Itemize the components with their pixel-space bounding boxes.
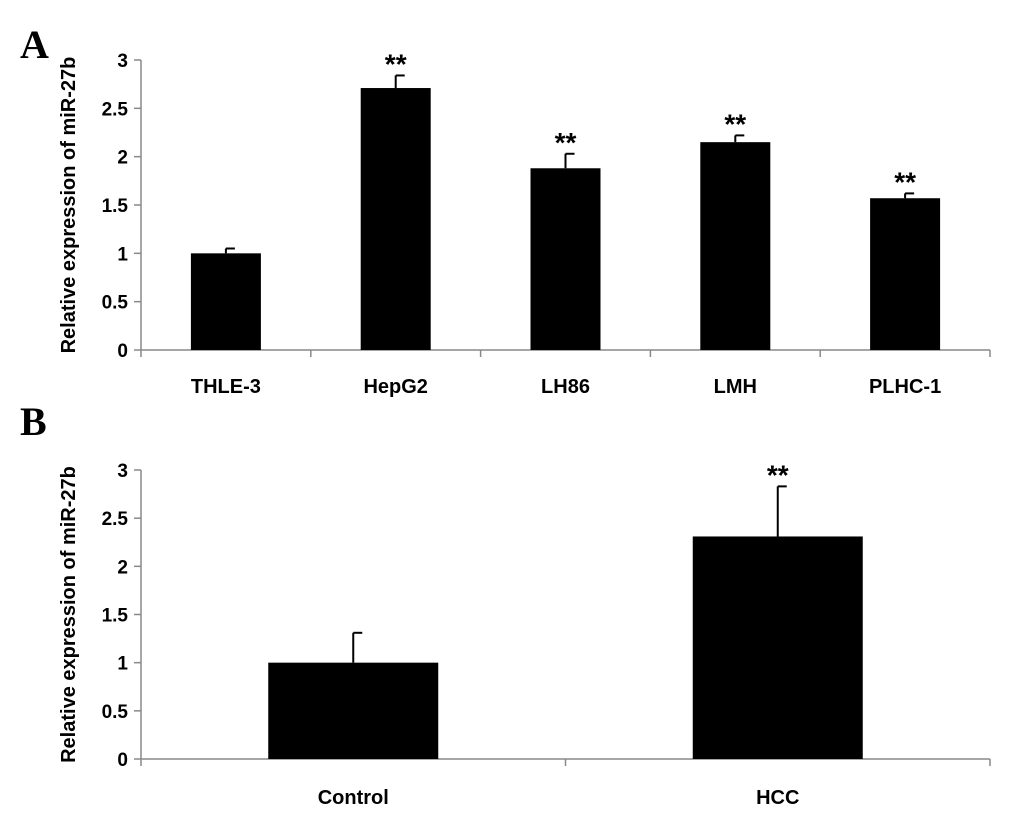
bar-control [268, 662, 439, 759]
y-tick-label: 2 [117, 557, 128, 578]
y-tick-label: 2 [117, 148, 128, 169]
bar-lmh [700, 142, 771, 350]
bar-hepg2 [360, 88, 431, 351]
y-tick-label: 1 [117, 244, 128, 265]
panel-letter-b: B [20, 399, 47, 444]
bar-lh86 [530, 168, 601, 350]
significance-marker: ** [724, 108, 746, 139]
y-tick-label: 0 [117, 341, 128, 362]
y-tick-label: 2.5 [102, 99, 129, 120]
x-category-label: LH86 [541, 376, 590, 398]
significance-marker: ** [894, 166, 916, 197]
panel-a-chart: A 0 0.5 1 1.5 2 2.5 3 Relative expression of miR… [20, 22, 991, 398]
y-axis-title: Relative expression of miR-27b [58, 466, 80, 763]
x-category-label: PLHC-1 [869, 376, 941, 398]
significance-marker: ** [555, 127, 577, 158]
significance-marker: ** [767, 459, 789, 490]
y-tick-label: 0 [117, 750, 128, 771]
significance-marker: ** [385, 48, 407, 79]
x-category-label: HCC [756, 787, 799, 809]
x-category-label: THLE-3 [191, 376, 261, 398]
x-category-label: HepG2 [363, 376, 427, 398]
x-category-label: LMH [714, 376, 757, 398]
bar-plhc-1 [870, 198, 941, 350]
panel-letter-a: A [20, 22, 49, 67]
y-tick-label: 3 [117, 51, 128, 72]
y-tick-label: 2.5 [102, 509, 129, 530]
y-tick-label: 1 [117, 654, 128, 675]
x-category-label: Control [318, 787, 389, 809]
panel-b-chart: B 0 0.5 1 1.5 2 2.5 3 Relative expression of miR… [20, 399, 991, 809]
y-tick-label: 0.5 [102, 702, 129, 723]
bar-thle-3 [190, 253, 261, 350]
y-tick-label: 1.5 [102, 606, 129, 627]
y-tick-label: 0.5 [102, 293, 129, 314]
bar-hcc [692, 536, 863, 759]
y-axis-title: Relative expression of miR-27b [58, 57, 80, 354]
y-tick-label: 3 [117, 461, 128, 482]
y-tick-label: 1.5 [102, 196, 129, 217]
